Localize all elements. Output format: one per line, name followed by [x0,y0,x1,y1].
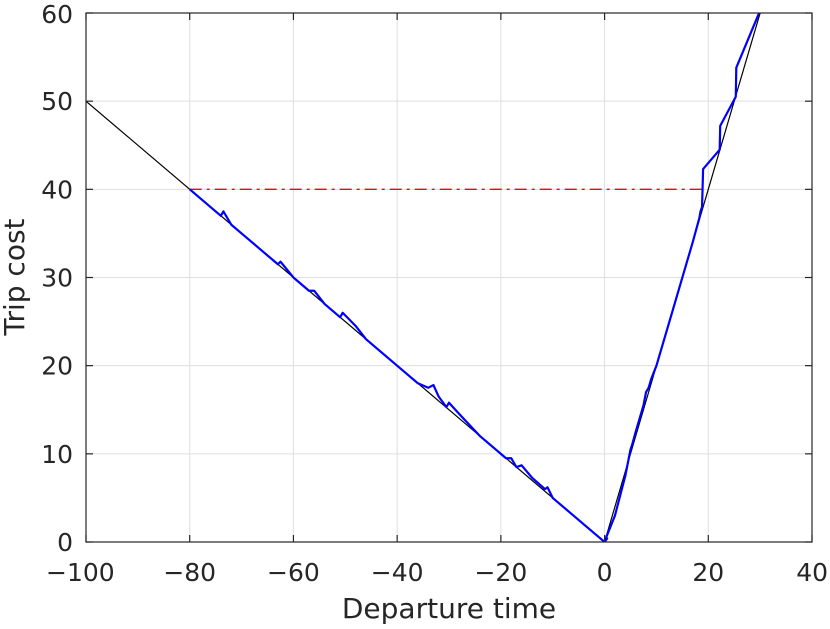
x-tick-label: −80 [163,558,216,587]
y-tick-label: 10 [41,440,73,469]
x-tick-label: −40 [371,558,424,587]
axis-ticks [85,12,813,543]
x-tick-label: 0 [597,558,613,587]
x-axis-title: Departure time [342,592,556,625]
y-tick-label: 60 [41,0,73,29]
x-tick-label: 20 [692,558,724,587]
series-line-reference-line [86,13,761,542]
y-tick-label: 50 [41,87,73,116]
x-axis-tick-labels: −100 −80 −60 −40 −20 0 20 40 [46,558,828,587]
y-tick-label: 40 [41,175,73,204]
y-tick-label: 0 [57,528,73,557]
y-tick-label: 20 [41,352,73,381]
y-axis-title: Trip cost [0,218,31,336]
y-axis-tick-labels: 0 10 20 30 40 50 60 [41,0,73,557]
plot-area [86,13,761,542]
x-tick-label: −20 [474,558,527,587]
x-tick-label: 40 [796,558,828,587]
x-tick-label: −100 [46,558,115,587]
x-tick-label: −60 [267,558,320,587]
y-tick-label: 30 [41,264,73,293]
grid [85,12,813,543]
series-line-cost-curve [188,13,761,542]
